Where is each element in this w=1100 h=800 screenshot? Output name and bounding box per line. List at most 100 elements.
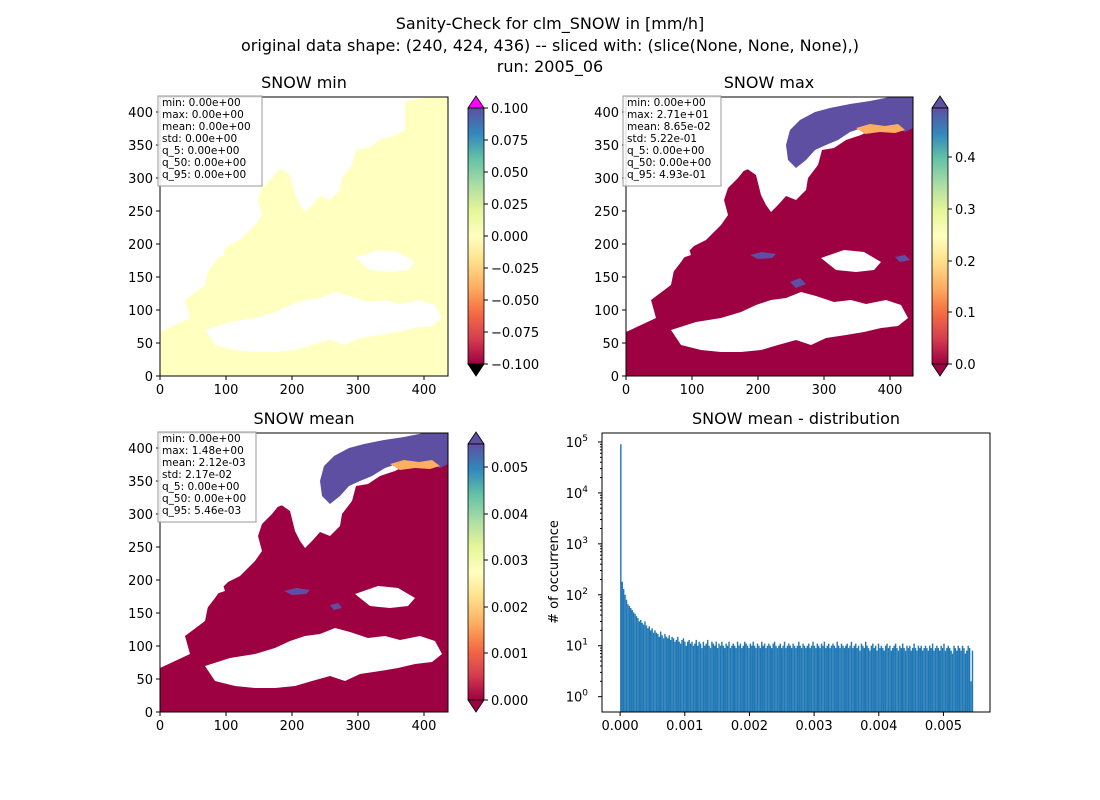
- y-tick-label: 100: [128, 304, 153, 319]
- histogram-bar: [776, 648, 779, 712]
- histogram-bar: [691, 641, 693, 712]
- histogram-bar: [758, 645, 760, 712]
- histogram-bar: [815, 648, 817, 712]
- histogram-bar: [856, 648, 858, 712]
- histogram-bar: [846, 643, 848, 712]
- histogram-bar: [692, 645, 695, 712]
- histogram-bar: [910, 650, 912, 712]
- histogram-bar: [712, 643, 715, 712]
- histogram-bar: [766, 645, 769, 712]
- histogram-bar: [684, 641, 686, 712]
- x-tick-label: 100: [680, 383, 705, 398]
- y-tick-label: 0: [145, 370, 153, 385]
- histogram-bar: [731, 645, 733, 712]
- histogram-bar: [798, 641, 800, 712]
- histogram-bar: [907, 648, 910, 712]
- histogram-bar: [788, 643, 790, 712]
- histogram-bar: [756, 643, 759, 712]
- histogram-bar: [806, 645, 809, 712]
- histogram-bar: [874, 645, 877, 712]
- histogram-bar: [796, 645, 799, 712]
- histogram-bar: [738, 645, 740, 712]
- histogram-bar: [642, 624, 645, 712]
- histogram-bar: [635, 616, 638, 712]
- histogram-bar: [790, 648, 793, 712]
- y-tick-label: 400: [128, 106, 153, 121]
- histogram-bar: [877, 643, 880, 712]
- colorbar-tick-label: −0.025: [491, 262, 539, 277]
- colorbar-body: [467, 107, 485, 365]
- stat-std: std: 0.00e+00: [162, 133, 237, 145]
- histogram-bar: [947, 645, 949, 712]
- histogram-bar: [647, 628, 649, 712]
- snow-region: [856, 124, 905, 134]
- histogram-bar: [970, 681, 972, 712]
- stat-min: min: 0.00e+00: [162, 433, 241, 445]
- histogram-bar: [930, 648, 932, 712]
- x-ticks: 0 100 200 300 400: [156, 712, 436, 734]
- histogram-bar: [964, 653, 967, 712]
- histogram-bar: [743, 641, 746, 712]
- histogram-bar: [904, 650, 907, 712]
- histogram-bar: [620, 444, 622, 712]
- colorbar-extend-over: [467, 95, 485, 109]
- stat-q95: q_95: 5.46e-03: [162, 505, 241, 517]
- histogram-bar: [943, 643, 945, 712]
- histogram-bar: [864, 641, 867, 712]
- stat-q95: q_95: 4.93e-01: [627, 169, 706, 181]
- stat-std: std: 5.22e-01: [627, 133, 697, 145]
- histogram-bar: [839, 648, 841, 712]
- colorbar-tick-label: 0.004: [491, 508, 528, 523]
- histogram-bar: [735, 648, 737, 712]
- histogram-bar: [805, 648, 807, 712]
- histogram-bar: [889, 645, 891, 712]
- histogram-bar: [819, 648, 821, 712]
- histogram-bar: [773, 641, 776, 712]
- stat-q5: q_5: 0.00e+00: [162, 145, 239, 157]
- histogram-bar: [921, 650, 924, 712]
- histogram-bar: [715, 641, 717, 712]
- stats-box: min: 0.00e+00 max: 1.48e+00 mean: 2.12e-…: [157, 431, 257, 523]
- histogram-bar: [917, 645, 920, 712]
- histogram-bar: [687, 641, 689, 712]
- histogram-bar: [836, 641, 838, 712]
- histogram-bar: [699, 643, 702, 712]
- sea-mask: [205, 628, 442, 688]
- colorbar-tick-label: 0.3: [955, 203, 976, 218]
- histogram-bar: [842, 645, 844, 712]
- histogram-bar: [783, 641, 786, 712]
- histogram-bar: [752, 641, 754, 712]
- histogram-bar: [652, 632, 655, 712]
- histogram-bar: [709, 648, 712, 712]
- histogram-bar: [755, 648, 757, 712]
- histogram-bar: [825, 648, 827, 712]
- x-tick-label: 200: [746, 383, 771, 398]
- histogram-bar: [833, 645, 836, 712]
- histogram-bar: [628, 606, 631, 712]
- histogram-bar: [732, 643, 734, 712]
- histogram-bar: [900, 648, 902, 712]
- panel-snow-mean: SNOW mean 0 100 200 300 400 0 50 100 150…: [128, 409, 528, 734]
- axes-frame: [625, 96, 914, 377]
- histogram-bar: [850, 641, 853, 712]
- histogram-bar: [892, 648, 894, 712]
- histogram-bar: [726, 645, 729, 712]
- histogram-bar: [934, 648, 937, 712]
- histogram-bar: [659, 631, 662, 712]
- histogram-bar: [872, 643, 874, 712]
- y-tick-label: 0: [611, 370, 619, 385]
- histogram-bar: [813, 645, 816, 712]
- histogram-bar: [961, 645, 964, 712]
- histogram-bar: [632, 612, 635, 712]
- histogram-bar: [648, 626, 650, 712]
- histogram-bar: [960, 650, 962, 712]
- histogram-bar: [729, 648, 732, 712]
- histogram-bar: [679, 643, 682, 712]
- histogram-bar: [820, 643, 823, 712]
- y-tick-label: 200: [128, 574, 153, 589]
- y-tick-label: 100: [128, 640, 153, 655]
- snow-region: [320, 433, 448, 504]
- histogram-bar: [718, 643, 720, 712]
- y-tick-label: 300: [128, 172, 153, 187]
- histogram-bar: [622, 588, 625, 712]
